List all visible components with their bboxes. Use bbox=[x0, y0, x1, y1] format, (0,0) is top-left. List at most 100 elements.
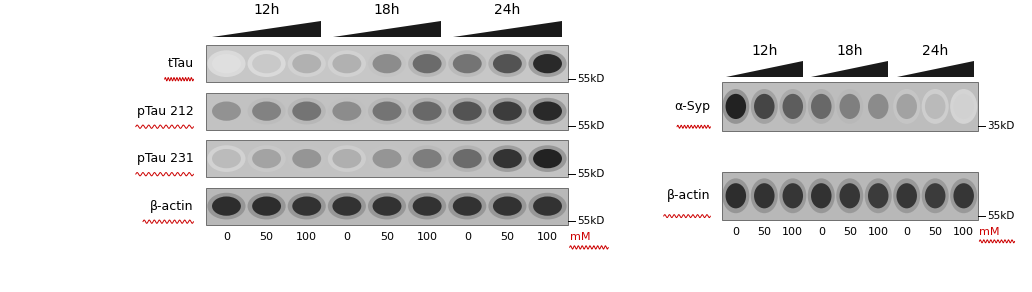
Text: α-Syp: α-Syp bbox=[675, 100, 710, 113]
Text: 0: 0 bbox=[903, 227, 910, 237]
Ellipse shape bbox=[925, 183, 945, 208]
Text: 55kD: 55kD bbox=[577, 121, 605, 131]
Ellipse shape bbox=[839, 94, 860, 119]
Polygon shape bbox=[453, 21, 561, 37]
Ellipse shape bbox=[811, 183, 832, 208]
Ellipse shape bbox=[534, 102, 562, 121]
Ellipse shape bbox=[893, 89, 921, 124]
Ellipse shape bbox=[413, 102, 442, 121]
Ellipse shape bbox=[754, 183, 775, 208]
Ellipse shape bbox=[868, 94, 889, 119]
Ellipse shape bbox=[453, 102, 482, 121]
Text: 100: 100 bbox=[868, 227, 889, 237]
Ellipse shape bbox=[750, 178, 778, 213]
Ellipse shape bbox=[493, 54, 522, 73]
Ellipse shape bbox=[493, 102, 522, 121]
Polygon shape bbox=[811, 61, 889, 77]
Ellipse shape bbox=[808, 178, 835, 213]
Ellipse shape bbox=[332, 54, 361, 73]
Text: 18h: 18h bbox=[374, 3, 400, 17]
Ellipse shape bbox=[408, 98, 446, 124]
Ellipse shape bbox=[373, 102, 401, 121]
Ellipse shape bbox=[288, 98, 326, 124]
Ellipse shape bbox=[448, 193, 486, 220]
Text: 55kD: 55kD bbox=[577, 74, 605, 84]
Ellipse shape bbox=[534, 54, 562, 73]
Ellipse shape bbox=[453, 54, 482, 73]
Ellipse shape bbox=[373, 197, 401, 216]
Ellipse shape bbox=[408, 50, 446, 77]
Text: 50: 50 bbox=[843, 227, 857, 237]
Ellipse shape bbox=[811, 94, 832, 119]
Ellipse shape bbox=[248, 98, 286, 124]
Text: β-actin: β-actin bbox=[667, 189, 710, 202]
Ellipse shape bbox=[332, 102, 361, 121]
Text: 100: 100 bbox=[537, 232, 558, 242]
Text: 100: 100 bbox=[417, 232, 438, 242]
Ellipse shape bbox=[292, 54, 321, 73]
Ellipse shape bbox=[493, 197, 522, 216]
Text: 24h: 24h bbox=[494, 3, 520, 17]
Text: tTau: tTau bbox=[167, 57, 194, 70]
Ellipse shape bbox=[488, 193, 526, 220]
Ellipse shape bbox=[408, 145, 446, 172]
Text: mM: mM bbox=[570, 232, 590, 242]
Ellipse shape bbox=[954, 94, 974, 119]
Ellipse shape bbox=[782, 183, 803, 208]
Ellipse shape bbox=[207, 145, 246, 172]
Text: pTau 212: pTau 212 bbox=[137, 105, 194, 118]
Ellipse shape bbox=[534, 149, 562, 168]
Ellipse shape bbox=[248, 50, 286, 77]
Ellipse shape bbox=[332, 149, 361, 168]
Ellipse shape bbox=[954, 183, 974, 208]
Text: 50: 50 bbox=[260, 232, 273, 242]
Ellipse shape bbox=[950, 89, 977, 124]
Ellipse shape bbox=[897, 183, 917, 208]
Ellipse shape bbox=[528, 98, 567, 124]
Ellipse shape bbox=[328, 193, 366, 220]
Ellipse shape bbox=[754, 94, 775, 119]
Text: 100: 100 bbox=[782, 227, 803, 237]
Text: 0: 0 bbox=[223, 232, 230, 242]
Ellipse shape bbox=[212, 149, 240, 168]
Ellipse shape bbox=[893, 178, 921, 213]
Ellipse shape bbox=[839, 183, 860, 208]
Ellipse shape bbox=[836, 178, 864, 213]
Ellipse shape bbox=[207, 50, 246, 77]
Ellipse shape bbox=[725, 94, 746, 119]
Ellipse shape bbox=[950, 178, 977, 213]
Ellipse shape bbox=[493, 149, 522, 168]
Ellipse shape bbox=[865, 178, 892, 213]
Ellipse shape bbox=[448, 145, 486, 172]
Text: 0: 0 bbox=[733, 227, 739, 237]
Ellipse shape bbox=[328, 98, 366, 124]
Text: 0: 0 bbox=[463, 232, 471, 242]
Polygon shape bbox=[725, 61, 803, 77]
Text: 24h: 24h bbox=[922, 44, 948, 58]
Ellipse shape bbox=[292, 102, 321, 121]
Ellipse shape bbox=[448, 50, 486, 77]
Polygon shape bbox=[213, 21, 321, 37]
Text: β-actin: β-actin bbox=[150, 200, 194, 213]
Text: 50: 50 bbox=[501, 232, 514, 242]
Ellipse shape bbox=[922, 178, 948, 213]
Ellipse shape bbox=[368, 98, 406, 124]
Ellipse shape bbox=[373, 149, 401, 168]
Ellipse shape bbox=[528, 50, 567, 77]
Text: 0: 0 bbox=[817, 227, 825, 237]
Ellipse shape bbox=[488, 98, 526, 124]
Ellipse shape bbox=[865, 89, 892, 124]
Ellipse shape bbox=[207, 193, 246, 220]
Ellipse shape bbox=[897, 94, 917, 119]
Text: 55kD: 55kD bbox=[577, 216, 605, 226]
Ellipse shape bbox=[779, 178, 806, 213]
Ellipse shape bbox=[922, 89, 948, 124]
Ellipse shape bbox=[528, 193, 567, 220]
Ellipse shape bbox=[292, 197, 321, 216]
Text: 100: 100 bbox=[296, 232, 317, 242]
Ellipse shape bbox=[368, 193, 406, 220]
Ellipse shape bbox=[288, 145, 326, 172]
Text: 50: 50 bbox=[928, 227, 942, 237]
Ellipse shape bbox=[453, 197, 482, 216]
Ellipse shape bbox=[252, 54, 281, 73]
